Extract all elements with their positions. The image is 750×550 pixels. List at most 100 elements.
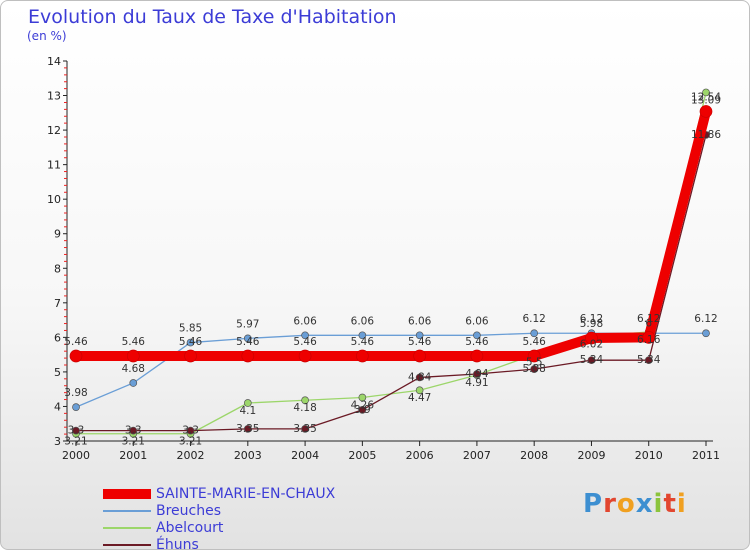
data-point — [186, 338, 195, 347]
legend-swatch — [103, 488, 151, 499]
x-tick-label: 2000 — [62, 449, 90, 462]
data-label: 5.46 — [522, 336, 546, 348]
x-tick-label: 2004 — [291, 449, 319, 462]
y-tick-label: 14 — [47, 55, 61, 68]
data-label: 4.68 — [122, 363, 145, 375]
legend-item: Breuches — [103, 502, 335, 519]
x-tick-label: 2005 — [348, 449, 376, 462]
data-label: 6.06 — [293, 315, 317, 327]
data-point — [129, 379, 138, 387]
data-label: 6.12 — [522, 313, 545, 325]
series-line-3 — [76, 134, 707, 432]
x-tick-label: 2001 — [119, 449, 147, 462]
data-label: 6.12 — [637, 313, 660, 325]
data-label: 6.06 — [351, 315, 375, 327]
legend-label: Abelcourt — [156, 519, 224, 536]
data-label: 3.35 — [293, 423, 316, 435]
y-tick-label: 6 — [54, 331, 61, 344]
data-label: 5.46 — [293, 336, 317, 348]
y-tick-label: 3 — [54, 435, 61, 448]
data-label: 13.09 — [691, 94, 721, 106]
y-tick-label: 9 — [54, 228, 61, 241]
legend-label: Éhuns — [156, 536, 199, 550]
data-label: 3.3 — [125, 425, 142, 437]
legend-item: Éhuns — [103, 536, 335, 550]
data-point — [530, 365, 539, 373]
data-label: 6.12 — [694, 313, 717, 325]
data-point — [699, 105, 713, 118]
data-label: 4.84 — [408, 371, 432, 383]
y-tick-label: 4 — [54, 400, 61, 413]
data-label: 4.18 — [293, 402, 316, 414]
data-point — [585, 331, 598, 345]
data-label: 5.46 — [408, 336, 432, 348]
data-label: 6.16 — [637, 334, 661, 346]
data-point — [470, 349, 484, 363]
y-tick-label: 11 — [47, 159, 61, 172]
series-line-0 — [76, 110, 711, 362]
y-tick-label: 13 — [47, 90, 61, 103]
data-point — [301, 396, 309, 405]
y-tick-label: 10 — [47, 193, 61, 206]
data-label: 6.06 — [408, 315, 432, 327]
data-label: 5.46 — [465, 336, 489, 348]
data-point — [301, 331, 309, 340]
chart-title: Evolution du Taux de Taxe d'Habitation — [28, 6, 397, 28]
data-label: 5.46 — [179, 336, 203, 348]
data-label: 4.1 — [239, 405, 256, 417]
data-point — [72, 403, 80, 411]
data-point — [358, 393, 367, 402]
data-label: 3.21 — [179, 436, 202, 448]
data-label: 5.97 — [236, 318, 259, 330]
data-point — [415, 331, 424, 340]
data-point — [129, 426, 138, 435]
data-point — [702, 88, 710, 97]
data-point — [415, 386, 424, 395]
data-label: 5.46 — [64, 336, 88, 348]
data-label: 5.08 — [522, 363, 545, 375]
data-label: 3.3 — [182, 425, 199, 437]
data-label: 3.21 — [64, 436, 87, 448]
data-label: 3.9 — [354, 404, 371, 416]
y-tick-label: 7 — [54, 297, 61, 310]
legend-swatch — [103, 509, 151, 512]
series-line-1 — [75, 332, 706, 408]
x-tick-label: 2007 — [463, 449, 491, 462]
data-point — [72, 426, 80, 435]
x-tick-label: 2003 — [234, 449, 262, 462]
x-tick-label: 2011 — [692, 449, 720, 462]
data-label: 6.02 — [580, 339, 603, 351]
data-point — [587, 356, 596, 365]
data-point — [69, 349, 83, 363]
data-label: 5.46 — [122, 336, 146, 348]
data-label: 5.34 — [580, 354, 604, 366]
x-tick-label: 2009 — [577, 449, 605, 462]
data-point — [358, 331, 367, 340]
data-label: 3.21 — [122, 436, 145, 448]
data-point — [644, 356, 653, 365]
data-label: 6.06 — [465, 315, 489, 327]
data-label: 5.5 — [526, 357, 543, 369]
data-point — [527, 349, 541, 363]
legend-swatch — [103, 543, 151, 546]
data-point — [415, 373, 424, 382]
data-label: 4.47 — [408, 392, 431, 404]
x-tick-label: 2006 — [406, 449, 434, 462]
data-point — [241, 349, 255, 363]
data-label: 5.34 — [637, 354, 661, 366]
data-point — [298, 349, 312, 363]
legend-label: Breuches — [156, 502, 222, 519]
data-point — [186, 426, 195, 435]
proxiti-logo: Proxiti — [583, 489, 687, 519]
data-point — [184, 349, 197, 363]
x-tick-label: 2002 — [177, 449, 205, 462]
y-tick-label: 12 — [47, 124, 61, 137]
data-label: 5.46 — [236, 336, 260, 348]
data-label: 6.12 — [580, 313, 603, 325]
data-label: 5.46 — [351, 336, 375, 348]
data-label: 3.3 — [68, 425, 85, 437]
legend-label: SAINTE-MARIE-EN-CHAUX — [156, 485, 336, 502]
data-point — [473, 331, 481, 340]
